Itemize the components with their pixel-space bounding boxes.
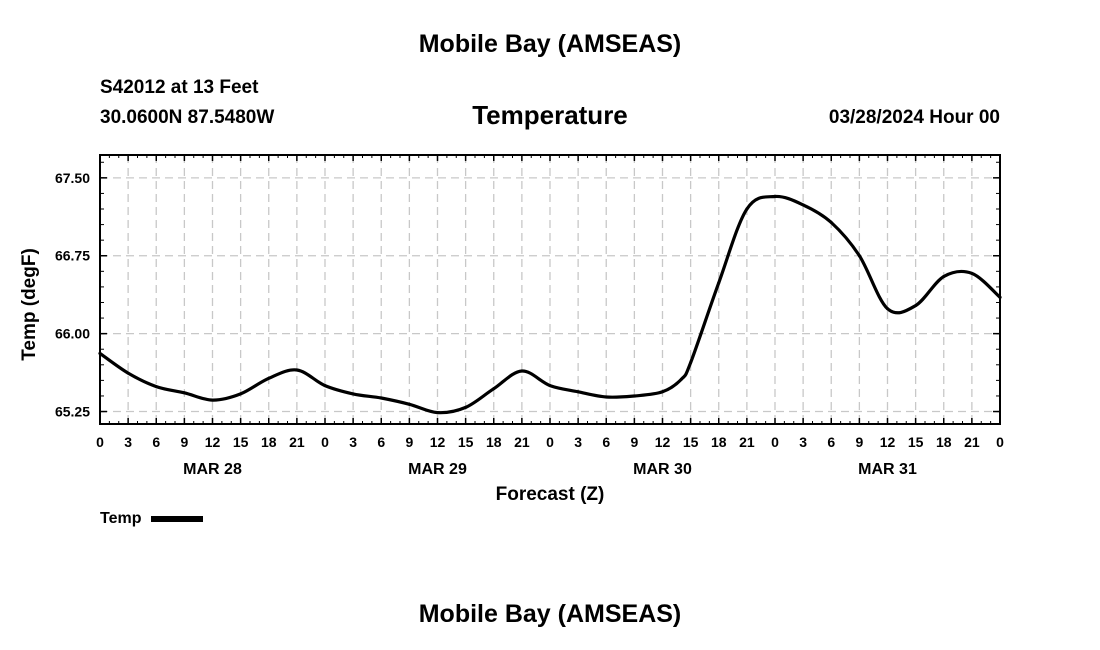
legend-swatch <box>151 516 204 522</box>
x-tick-label: 15 <box>908 434 924 450</box>
x-tick-label: 12 <box>880 434 896 450</box>
data-point <box>407 402 411 406</box>
y-axis-label: Temp (degF) <box>19 248 40 361</box>
date-label: MAR 30 <box>633 461 692 478</box>
data-point <box>295 368 299 372</box>
y-tick-label: 66.75 <box>55 248 90 264</box>
data-point <box>745 207 749 211</box>
data-point <box>661 390 664 394</box>
data-point <box>717 281 721 285</box>
data-point <box>548 384 552 388</box>
x-tick-label: 6 <box>152 434 160 450</box>
grid <box>100 155 1000 424</box>
data-point <box>436 411 439 415</box>
data-point <box>351 392 355 396</box>
data-point <box>323 384 327 388</box>
x-tick-label: 15 <box>683 434 699 450</box>
x-tick-label: 9 <box>630 434 638 450</box>
chart-title: Mobile Bay (AMSEAS) <box>418 30 682 58</box>
data-point <box>773 195 777 199</box>
y-tick-label: 67.50 <box>55 170 90 186</box>
x-axis-label: Forecast (Z) <box>496 484 605 505</box>
run-time-label: 03/28/2024 Hour 00 <box>828 107 1000 128</box>
data-point <box>464 405 468 409</box>
x-tick-label: 3 <box>799 434 807 450</box>
data-point <box>679 377 683 381</box>
x-tick-label: 6 <box>827 434 835 450</box>
data-point <box>942 275 946 279</box>
x-tick-label: 9 <box>180 434 188 450</box>
data-point <box>857 254 861 258</box>
data-point <box>154 385 158 389</box>
x-tick-label: 21 <box>289 434 305 450</box>
x-tick-label: 0 <box>996 434 1004 450</box>
data-point <box>98 351 102 355</box>
date-label: MAR 31 <box>858 461 917 478</box>
x-tick-label: 0 <box>96 434 104 450</box>
series-line-temp <box>98 194 1002 415</box>
x-tick-label: 6 <box>602 434 610 450</box>
x-tick-label: 12 <box>655 434 671 450</box>
data-point <box>239 392 243 396</box>
x-tick-label: 21 <box>964 434 980 450</box>
x-tick-label: 15 <box>233 434 249 450</box>
x-tick-label: 18 <box>486 434 502 450</box>
y-tick-label: 65.25 <box>55 404 90 420</box>
x-tick-label: 12 <box>430 434 446 450</box>
data-point <box>632 394 636 398</box>
x-tick-label: 3 <box>574 434 582 450</box>
data-point <box>998 295 1002 299</box>
data-point <box>576 390 580 394</box>
x-tick-label: 6 <box>377 434 385 450</box>
x-tick-label: 18 <box>936 434 952 450</box>
x-tick-label: 12 <box>205 434 221 450</box>
data-point <box>267 376 271 380</box>
date-label: MAR 28 <box>183 461 242 478</box>
legend: Temp <box>100 510 204 528</box>
x-tick-label: 0 <box>321 434 329 450</box>
data-point <box>379 396 383 400</box>
footer-title: Mobile Bay (AMSEAS) <box>418 600 682 628</box>
data-point <box>689 361 693 365</box>
x-tick-label: 18 <box>711 434 727 450</box>
x-tick-label: 0 <box>771 434 779 450</box>
x-tick-label: 9 <box>405 434 413 450</box>
x-tick-label: 3 <box>349 434 357 450</box>
x-tick-label: 9 <box>855 434 863 450</box>
date-label: MAR 29 <box>408 461 467 478</box>
x-tick-label: 0 <box>546 434 554 450</box>
data-point <box>829 221 833 225</box>
x-tick-label: 21 <box>514 434 530 450</box>
data-point <box>604 395 608 399</box>
data-point <box>182 391 186 395</box>
x-tick-label: 21 <box>739 434 755 450</box>
coordinates-label: 30.0600N 87.5480W <box>100 107 275 128</box>
data-point <box>914 304 918 308</box>
data-point <box>211 398 214 402</box>
variable-title: Temperature <box>472 100 628 130</box>
data-point <box>886 307 889 311</box>
y-tick-label: 66.00 <box>55 326 90 342</box>
data-point <box>520 369 524 373</box>
x-tick-label: 18 <box>261 434 277 450</box>
x-tick-label: 15 <box>458 434 474 450</box>
station-label: S42012 at 13 Feet <box>100 77 259 98</box>
data-point <box>801 203 805 207</box>
x-tick-label: 3 <box>124 434 132 450</box>
data-point <box>970 271 974 275</box>
data-point <box>126 371 130 375</box>
legend-label: Temp <box>100 510 142 527</box>
data-point <box>492 387 496 391</box>
